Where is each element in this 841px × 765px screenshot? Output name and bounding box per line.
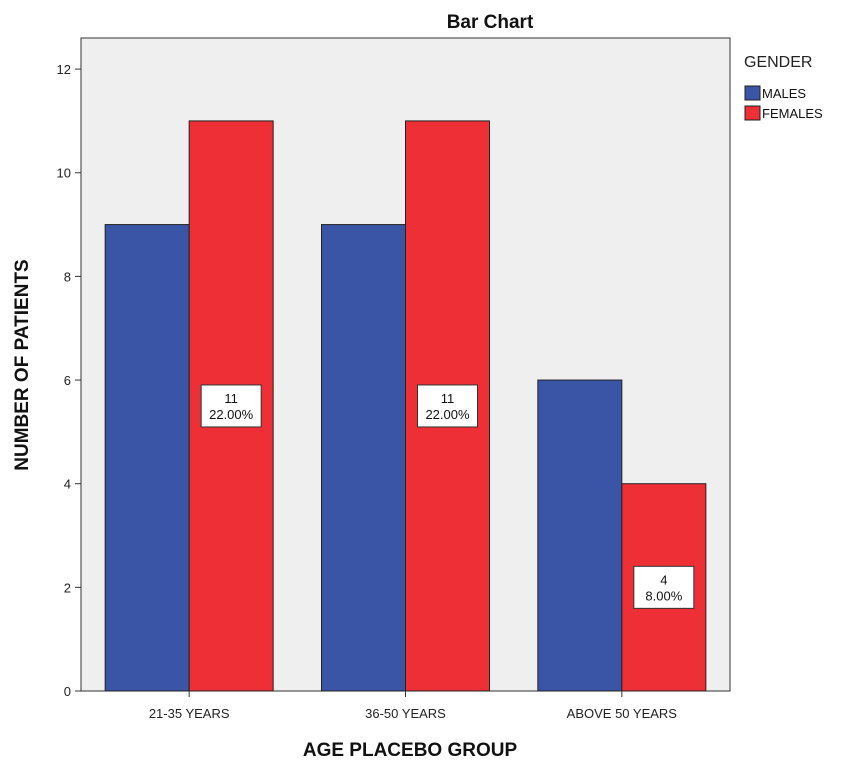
x-tick-label: 36-50 YEARS — [365, 706, 446, 721]
data-label-count: 11 — [441, 391, 455, 406]
bar-males-1 — [104, 224, 190, 692]
bar-males-3 — [537, 379, 623, 692]
y-tick-label: 2 — [64, 580, 71, 595]
data-label-percent: 22.00% — [425, 407, 470, 422]
data-label-percent: 8.00% — [645, 588, 682, 603]
x-axis-title: AGE PLACEBO GROUP — [303, 740, 518, 761]
x-axis: 21-35 YEARS 36-50 YEARS ABOVE 50 YEARS — [149, 691, 677, 721]
data-label-box — [633, 565, 695, 609]
chart-title: Bar Chart — [447, 12, 534, 33]
x-tick-label: ABOVE 50 YEARS — [567, 706, 678, 721]
y-tick-label: 12 — [57, 62, 71, 77]
legend-swatch-females — [744, 105, 761, 121]
bar-males-2 — [321, 224, 406, 692]
data-label-box — [417, 384, 478, 428]
legend: GENDER MALES FEMALES — [744, 54, 823, 121]
data-label-count: 4 — [660, 572, 667, 587]
data-label-count: 11 — [224, 391, 238, 406]
legend-title: GENDER — [744, 54, 812, 71]
y-tick-label: 8 — [64, 269, 71, 284]
x-tick-label: 21-35 YEARS — [149, 706, 230, 721]
y-tick-label: 10 — [57, 166, 71, 181]
legend-label-females: FEMALES — [762, 106, 823, 121]
y-tick-label: 0 — [64, 684, 71, 699]
data-label-box — [200, 384, 262, 428]
data-label: 48.00% — [633, 565, 695, 609]
y-tick-label: 4 — [64, 477, 71, 492]
legend-label-males: MALES — [762, 86, 806, 101]
y-axis-title: NUMBER OF PATIENTS — [12, 259, 33, 470]
y-axis: 0 2 4 6 8 10 12 — [57, 62, 81, 699]
y-tick-label: 6 — [64, 373, 71, 388]
data-label-percent: 22.00% — [209, 407, 254, 422]
legend-swatch-males — [744, 85, 761, 101]
